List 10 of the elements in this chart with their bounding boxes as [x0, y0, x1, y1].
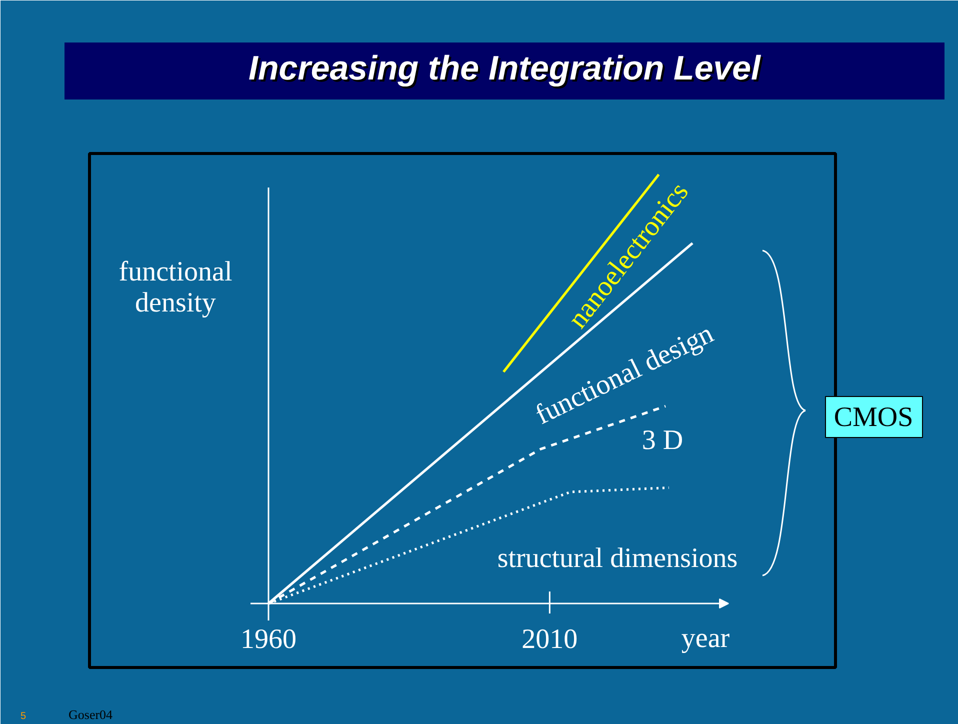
x-tick-label: 2010	[522, 624, 578, 655]
text: Goser04	[68, 707, 114, 722]
text: CMOS	[834, 402, 914, 433]
x-axis-title: year	[681, 623, 730, 654]
series-label: 3 D	[642, 425, 684, 456]
chart-title: Increasing the Integration Level	[250, 52, 764, 90]
x-tick-label: 1960	[240, 624, 296, 655]
y-axis-title: functional density	[118, 256, 232, 318]
text: 5	[20, 711, 26, 722]
series-label: structural dimensions	[497, 543, 738, 574]
